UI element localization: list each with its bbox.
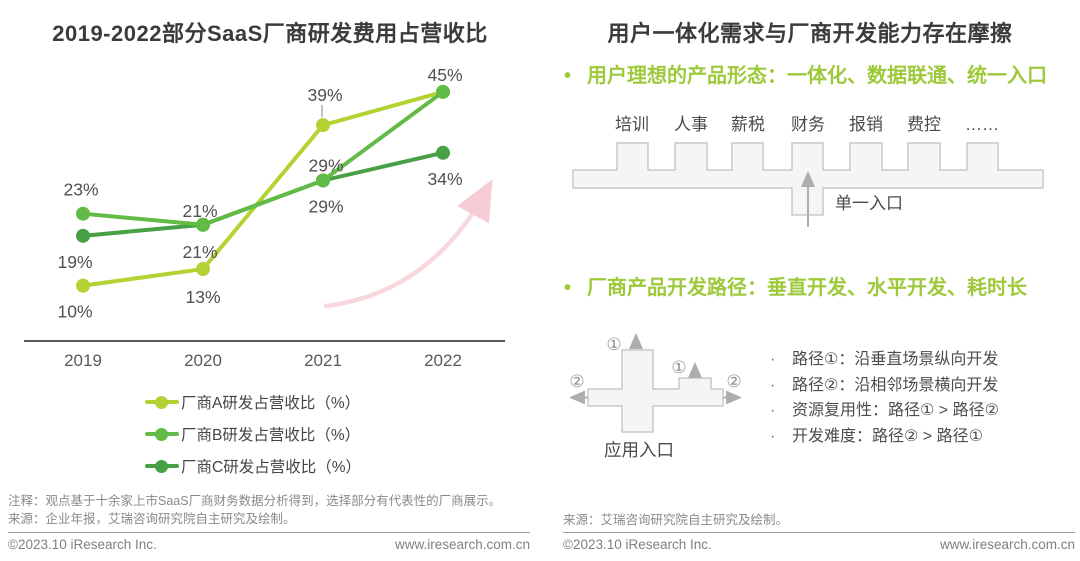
data-point	[436, 145, 450, 160]
path-note-item: · 资源复用性：路径① > 路径②	[770, 398, 1075, 424]
data-point	[316, 173, 330, 188]
module-label: 培训	[615, 115, 649, 134]
data-label: 39%	[307, 85, 342, 105]
rd-expense-line-chart: 2019 2020 2021 2022 10% 13% 39% 45% 19% 21% 29% 34%…	[24, 65, 505, 370]
module-label: 费控	[907, 115, 941, 134]
module-label: ……	[965, 115, 999, 134]
data-point	[196, 262, 210, 277]
bullet-dot-icon: ·	[770, 427, 776, 445]
dev-path-diagram: ① ① ② ② 应用入口	[569, 333, 742, 460]
data-label: 21%	[182, 201, 217, 221]
data-label: 10%	[57, 302, 92, 322]
module-label: 报销	[849, 115, 883, 134]
legend-label: 厂商A研发占营收比（%）	[181, 395, 361, 412]
data-label: 29%	[308, 196, 343, 216]
data-point	[316, 118, 330, 133]
app-entry-label: 应用入口	[604, 440, 674, 460]
bullet-dot-icon: ·	[770, 376, 776, 394]
footer-row: ©2023.10 iResearch Inc. www.iresearch.co…	[563, 537, 1075, 552]
website-text: www.iresearch.com.cn	[394, 537, 530, 552]
legend-marker-icon	[145, 427, 179, 441]
module-label: 薪税	[731, 115, 765, 134]
module-label: 财务	[791, 115, 825, 134]
chart-title: 2019-2022部分SaaS厂商研发费用占营收比	[52, 21, 488, 46]
legend-item: 厂商C研发占营收比（%）	[145, 450, 361, 482]
bullet-text: 用户理想的产品形态：一体化、数据联通、统一入口	[587, 65, 1048, 87]
legend-label: 厂商C研发占营收比（%）	[181, 459, 361, 476]
path1-marker: ①	[606, 335, 621, 354]
bullet-dot-icon: •	[564, 65, 572, 87]
x-tick-label: 2022	[424, 351, 462, 370]
app-cross-shape	[587, 349, 724, 433]
chart-footnote: 注释：观点基于十余家上市SaaS厂商财务数据分析得到，选择部分有代表性的厂商展示…	[8, 492, 535, 528]
path1-marker: ①	[671, 358, 686, 377]
path-note-text: 开发难度：路径② > 路径①	[792, 427, 983, 445]
integrated-platform-diagram: 培训 人事 薪税 财务 报销 费控 …… 单一入口	[572, 115, 1044, 227]
data-label: 45%	[427, 65, 462, 85]
footer-row: ©2023.10 iResearch Inc. www.iresearch.co…	[8, 537, 530, 552]
data-label: 29%	[308, 155, 343, 175]
data-point	[76, 278, 90, 293]
path-note-text: 路径①：沿垂直场景纵向开发	[792, 351, 999, 368]
data-label: 13%	[185, 287, 220, 307]
section-footnote: 来源：艾瑞咨询研究院自主研究及绘制。	[563, 511, 1075, 529]
legend-dot-icon	[155, 427, 168, 441]
series-line	[82, 90, 445, 227]
legend-item: 厂商B研发占营收比（%）	[145, 418, 361, 450]
data-point	[76, 206, 90, 221]
data-point	[76, 228, 90, 243]
data-point	[436, 84, 450, 99]
x-tick-label: 2020	[184, 351, 222, 370]
legend-item: 厂商A研发占营收比（%）	[145, 386, 361, 418]
source-text: 来源：企业年报，艾瑞咨询研究院自主研究及绘制。	[8, 512, 296, 526]
path-notes-list: · 路径①：沿垂直场景纵向开发 · 路径②：沿相邻场景横向开发 · 资源复用性：…	[770, 347, 1075, 449]
growth-trend-arrow-icon	[323, 179, 493, 309]
single-entry-label: 单一入口	[835, 194, 903, 213]
legend-marker-icon	[145, 395, 179, 409]
website-text: www.iresearch.com.cn	[939, 537, 1075, 552]
data-point	[196, 217, 210, 232]
source-text: 来源：艾瑞咨询研究院自主研究及绘制。	[563, 513, 789, 527]
legend-marker-icon	[145, 459, 179, 473]
bullet-dot-icon: ·	[770, 402, 776, 419]
data-label: 19%	[57, 252, 92, 272]
copyright-text: ©2023.10 iResearch Inc.	[8, 537, 157, 552]
data-label: 23%	[63, 180, 98, 200]
copyright-text: ©2023.10 iResearch Inc.	[563, 537, 712, 552]
section-title: 用户一体化需求与厂商开发能力存在摩擦	[607, 21, 1013, 46]
bullet-dot-icon: ·	[770, 351, 776, 368]
data-label: 34%	[427, 169, 462, 189]
path2-marker: ②	[726, 372, 741, 391]
legend-dot-icon	[155, 395, 168, 409]
data-label: 21%	[182, 242, 217, 262]
footer-divider	[8, 532, 530, 533]
legend-label: 厂商B研发占营收比（%）	[181, 427, 361, 444]
path-note-text: 资源复用性：路径① > 路径②	[792, 402, 999, 419]
module-label: 人事	[674, 115, 708, 134]
bullet-dot-icon: •	[564, 277, 572, 299]
vendor-dev-path-bullet: • 厂商产品开发路径：垂直开发、水平开发、耗时长	[564, 276, 1064, 300]
chart-legend: 厂商A研发占营收比（%） 厂商B研发占营收比（%） 厂商C研发占营收比（%）	[145, 386, 361, 482]
x-tick-label: 2021	[304, 351, 342, 370]
path-note-item: · 路径②：沿相邻场景横向开发	[770, 373, 1075, 399]
user-ideal-product-bullet: • 用户理想的产品形态：一体化、数据联通、统一入口	[564, 64, 1064, 88]
bullet-text: 厂商产品开发路径：垂直开发、水平开发、耗时长	[587, 277, 1028, 299]
path2-marker: ②	[569, 372, 584, 391]
footer-divider	[563, 532, 1075, 533]
path-note-item: · 开发难度：路径② > 路径①	[770, 424, 1075, 450]
x-tick-label: 2019	[64, 351, 102, 370]
path-note-text: 路径②：沿相邻场景横向开发	[792, 376, 999, 394]
path-note-item: · 路径①：沿垂直场景纵向开发	[770, 347, 1075, 373]
legend-dot-icon	[155, 459, 168, 473]
note-text: 注释：观点基于十余家上市SaaS厂商财务数据分析得到，选择部分有代表性的厂商展示…	[8, 494, 502, 508]
series-line	[82, 89, 444, 288]
